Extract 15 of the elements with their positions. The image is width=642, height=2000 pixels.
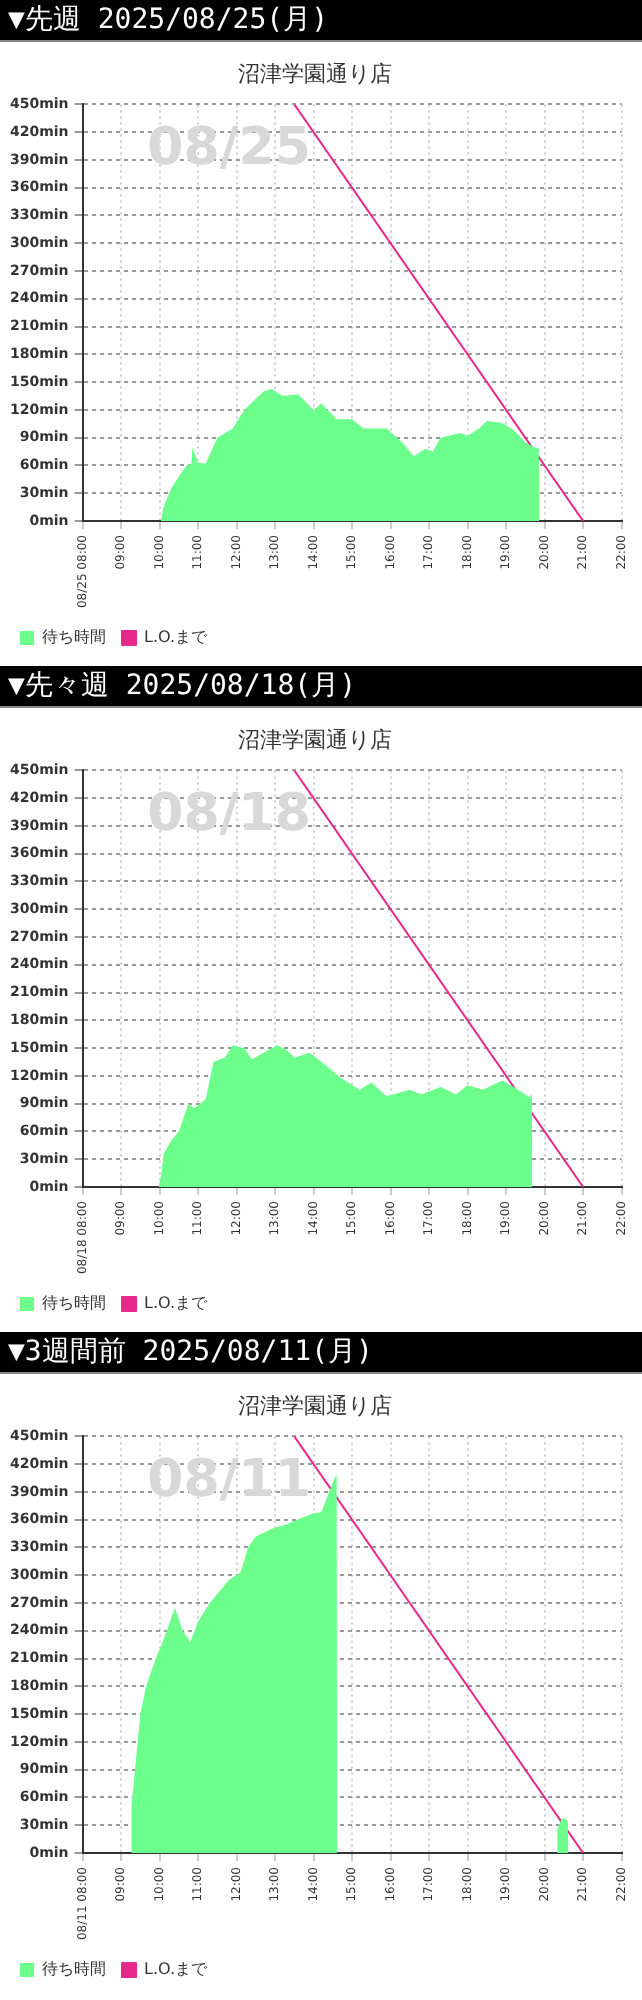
chart-title: ▼先々週 2025/08/18(月) xyxy=(0,666,642,708)
legend-label: L.O.まで xyxy=(144,1960,210,1979)
legend-label: L.O.まで xyxy=(144,628,210,647)
chart-subtitle: 沼津学園通り店 xyxy=(238,1392,392,1419)
annotation: 08/25 xyxy=(147,117,311,178)
legend-label: L.O.まで xyxy=(144,1294,210,1313)
annotation: 08/11 xyxy=(147,1449,311,1510)
chart-title: ▼3週間前 2025/08/11(月) xyxy=(0,1332,642,1374)
annotation: 08/18 xyxy=(147,783,311,844)
legend-label: 待ち時間 xyxy=(42,628,106,647)
chart-title: ▼先週 2025/08/25(月) xyxy=(0,0,642,42)
chart-subtitle: 沼津学園通り店 xyxy=(238,60,392,87)
legend-label: 待ち時間 xyxy=(42,1294,106,1313)
chart-subtitle: 沼津学園通り店 xyxy=(238,726,392,753)
legend-label: 待ち時間 xyxy=(42,1960,106,1979)
